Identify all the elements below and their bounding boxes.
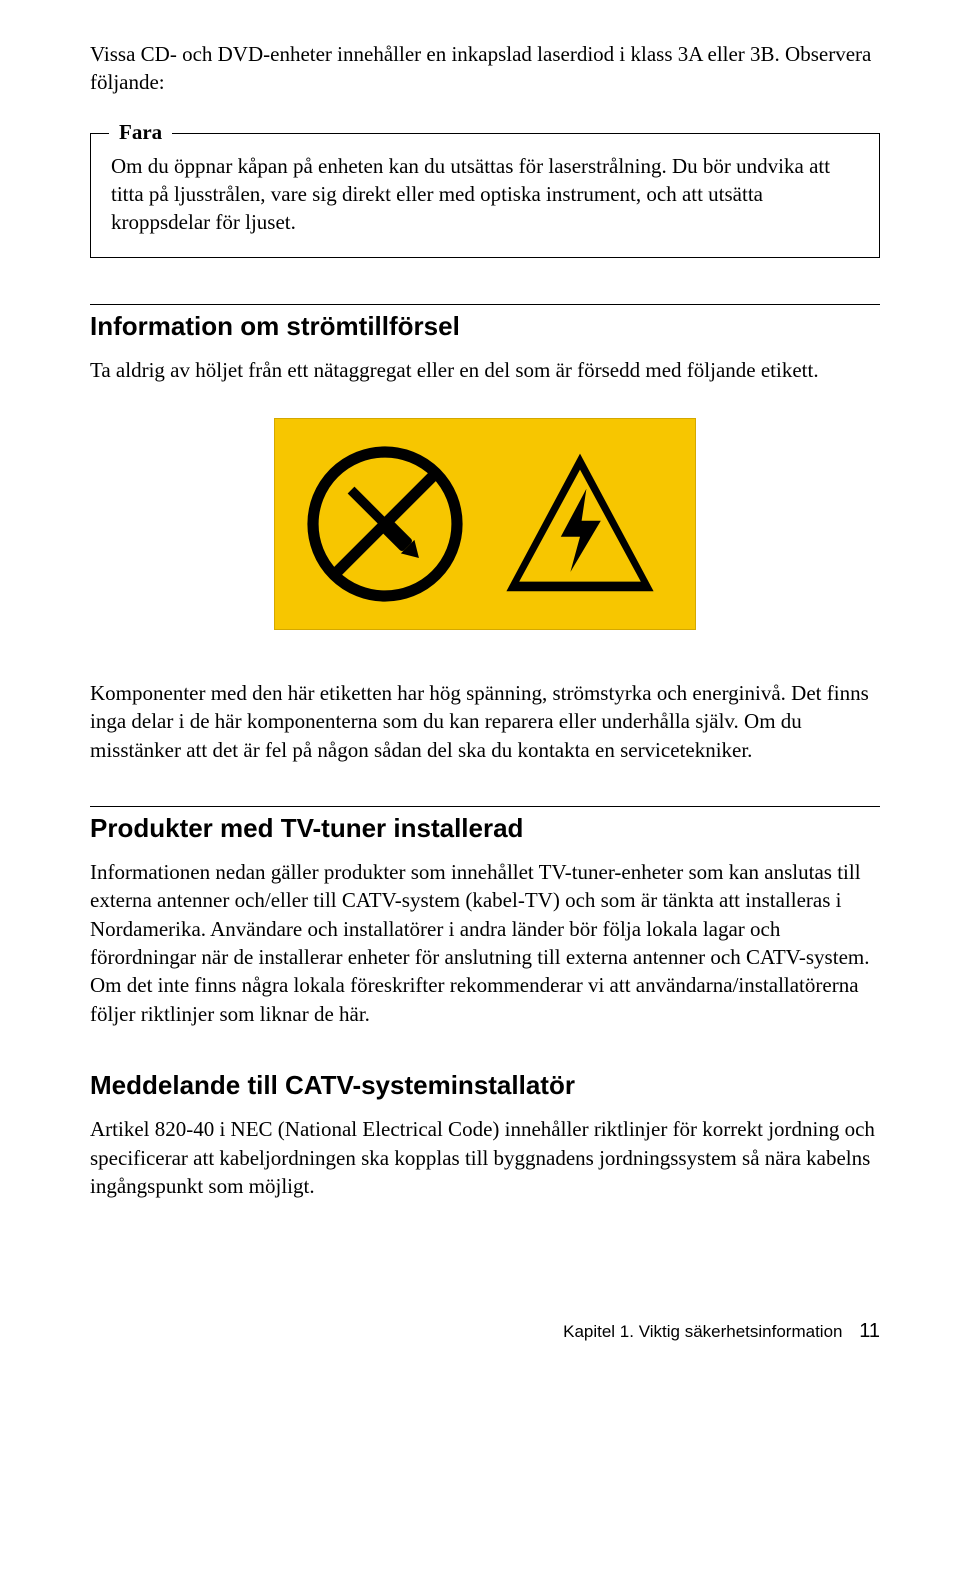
section-body-p2: Komponenter med den här etiketten har hö… [90, 679, 880, 764]
danger-body: Om du öppnar kåpan på enheten kan du uts… [111, 152, 859, 237]
section-tv-tuner: Produkter med TV-tuner installerad Infor… [90, 806, 880, 1028]
warning-label [274, 418, 696, 630]
section-heading: Produkter med TV-tuner installerad [90, 813, 880, 844]
page-footer: Kapitel 1. Viktig säkerhetsinformation 1… [90, 1320, 880, 1343]
section-body: Informationen nedan gäller produkter som… [90, 858, 880, 1028]
no-screwdriver-icon [305, 444, 465, 604]
footer-chapter: Kapitel 1. Viktig säkerhetsinformation [563, 1322, 842, 1341]
high-voltage-icon [495, 444, 665, 604]
section-rule [90, 304, 880, 305]
warning-label-wrap [90, 418, 880, 635]
danger-label: Fara [109, 120, 172, 145]
section-catv: Meddelande till CATV-systeminstallatör A… [90, 1070, 880, 1200]
section-heading: Meddelande till CATV-systeminstallatör [90, 1070, 880, 1101]
section-rule [90, 806, 880, 807]
footer-page-number: 11 [859, 1320, 880, 1342]
section-power-supply: Information om strömtillförsel Ta aldrig… [90, 304, 880, 764]
danger-box: Fara Om du öppnar kåpan på enheten kan d… [90, 133, 880, 258]
section-body: Artikel 820-40 i NEC (National Electrica… [90, 1115, 880, 1200]
section-body-p1: Ta aldrig av höljet från ett nätaggregat… [90, 356, 880, 384]
intro-paragraph: Vissa CD- och DVD-enheter innehåller en … [90, 40, 880, 97]
section-heading: Information om strömtillförsel [90, 311, 880, 342]
